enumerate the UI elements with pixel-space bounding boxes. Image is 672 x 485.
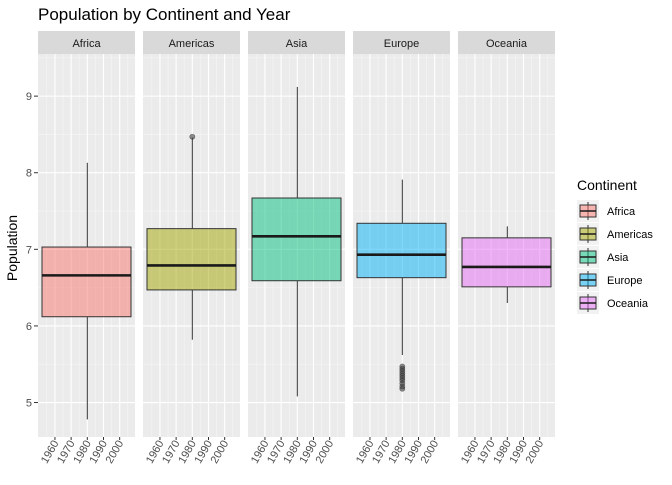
x-tick-label: 2000	[419, 439, 442, 466]
y-tick-label: 5	[26, 398, 32, 410]
y-axis: 5 6 7 8 9	[26, 91, 38, 410]
y-tick-label: 7	[26, 244, 32, 256]
x-tick-label: 2000	[104, 439, 127, 466]
panel-strip-label: Asia	[286, 38, 308, 50]
x-tick-label: 2000	[524, 439, 547, 466]
legend-item-asia: Asia	[577, 246, 629, 268]
legend-item-oceania: Oceania	[577, 292, 649, 314]
panel-strip-label: Oceania	[486, 38, 528, 50]
x-tick-label: 2000	[314, 439, 337, 466]
box	[251, 197, 342, 282]
y-axis-title: Population	[4, 215, 20, 281]
panel-strip	[353, 31, 450, 54]
legend-item-europe: Europe	[577, 269, 642, 291]
y-tick-label: 6	[26, 321, 32, 333]
legend-label: Europe	[607, 275, 642, 287]
y-tick-label: 9	[26, 91, 32, 103]
legend-item-africa: Africa	[577, 200, 636, 222]
legend-label: Oceania	[607, 298, 649, 310]
x-tick-label: 2000	[209, 439, 232, 466]
legend-label: Americas	[607, 229, 653, 241]
panel-strip	[458, 31, 555, 54]
panel-strip	[248, 31, 345, 54]
panel-strip-label: Americas	[169, 38, 215, 50]
legend-label: Asia	[607, 252, 629, 264]
legend-item-americas: Americas	[577, 223, 653, 245]
panels-layer: Africa19601970198019902000Americas196019…	[38, 31, 555, 466]
legend-label: Africa	[607, 206, 636, 218]
outlier-point	[189, 133, 196, 140]
legend: Continent Africa Americas Asia Europe Oceani…	[577, 177, 653, 314]
box	[146, 228, 237, 291]
chart-title: Population by Continent and Year	[38, 5, 291, 24]
panel-strip-label: Europe	[384, 38, 419, 50]
panel-strip	[143, 31, 240, 54]
panel-background	[38, 54, 135, 437]
panel-strip-label: Africa	[72, 38, 101, 50]
y-tick-label: 8	[26, 168, 32, 180]
outlier-point	[399, 385, 406, 392]
box	[41, 246, 132, 318]
box	[461, 237, 552, 288]
panel-strip	[38, 31, 135, 54]
box	[356, 222, 447, 279]
legend-title: Continent	[577, 177, 637, 193]
